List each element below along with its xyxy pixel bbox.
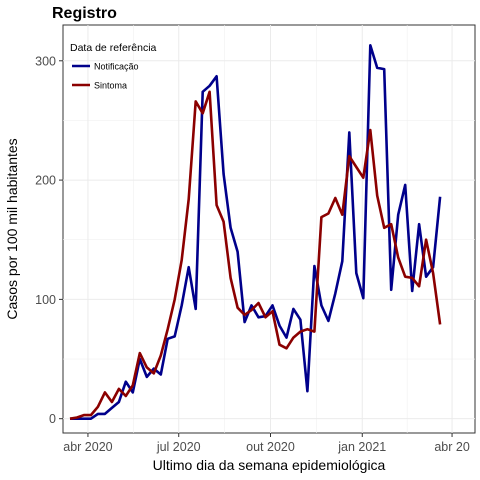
x-tick-label: abr 20: [434, 440, 469, 454]
plot-panel: [62, 24, 476, 434]
y-axis-label: Casos por 100 mil habitantes: [4, 138, 20, 319]
series-line-sintoma: [69, 90, 442, 420]
y-tick-label: 200: [35, 174, 56, 188]
series-line-notificacao: [70, 44, 442, 420]
x-tick-label: jan 2021: [337, 440, 386, 454]
chart-title: Registro: [52, 5, 117, 22]
legend: Data de referência Notificação Sintoma: [70, 42, 157, 91]
y-tick-label: 0: [49, 412, 56, 426]
legend-label-sintoma: Sintoma: [94, 81, 127, 91]
x-axis-label: Ultimo dia da semana epidemiológica: [153, 457, 386, 473]
y-tick-label: 300: [35, 54, 56, 68]
x-tick-label: abr 2020: [63, 440, 112, 454]
y-axis: 0 100 200 300: [35, 54, 63, 426]
series-lines: [69, 44, 442, 420]
x-axis: abr 2020 jul 2020 out 2020 jan 2021 abr 20: [63, 433, 470, 454]
grid-major: [63, 25, 475, 433]
legend-label-notificacao: Notificação: [94, 62, 139, 72]
x-tick-label: out 2020: [246, 440, 295, 454]
x-tick-label: jul 2020: [156, 440, 201, 454]
legend-title: Data de referência: [70, 42, 157, 54]
y-tick-label: 100: [35, 293, 56, 307]
